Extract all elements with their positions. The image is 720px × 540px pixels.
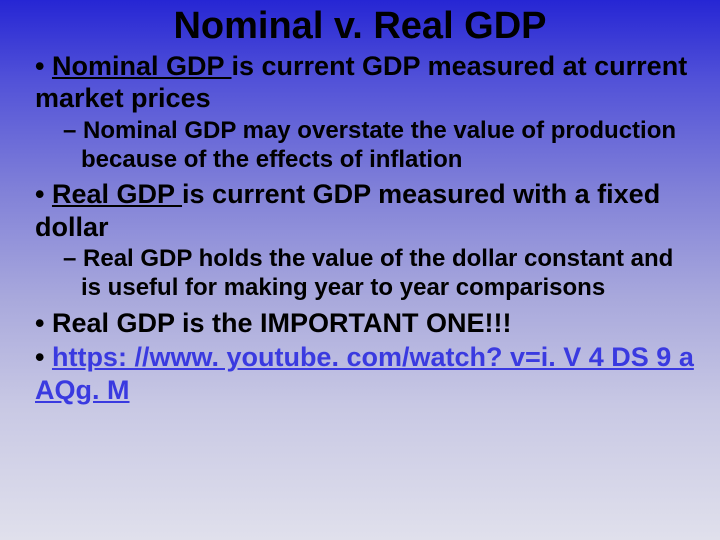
bullet-youtube-link: https: //www. youtube. com/watch? v=i. V… bbox=[35, 341, 695, 406]
bullet-nominal-gdp: Nominal GDP is current GDP measured at c… bbox=[35, 50, 695, 115]
slide-title: Nominal v. Real GDP bbox=[25, 5, 695, 48]
sub-bullet-real-constant: Real GDP holds the value of the dollar c… bbox=[63, 245, 695, 303]
bullet-real-gdp: Real GDP is current GDP measured with a … bbox=[35, 178, 695, 243]
nominal-gdp-term: Nominal GDP bbox=[52, 51, 232, 81]
sub-bullet-nominal-overstate: Nominal GDP may overstate the value of p… bbox=[63, 117, 695, 175]
youtube-link[interactable]: https: //www. youtube. com/watch? v=i. V… bbox=[35, 342, 694, 404]
real-gdp-term: Real GDP bbox=[52, 179, 182, 209]
bullet-important: Real GDP is the IMPORTANT ONE!!! bbox=[35, 307, 695, 339]
